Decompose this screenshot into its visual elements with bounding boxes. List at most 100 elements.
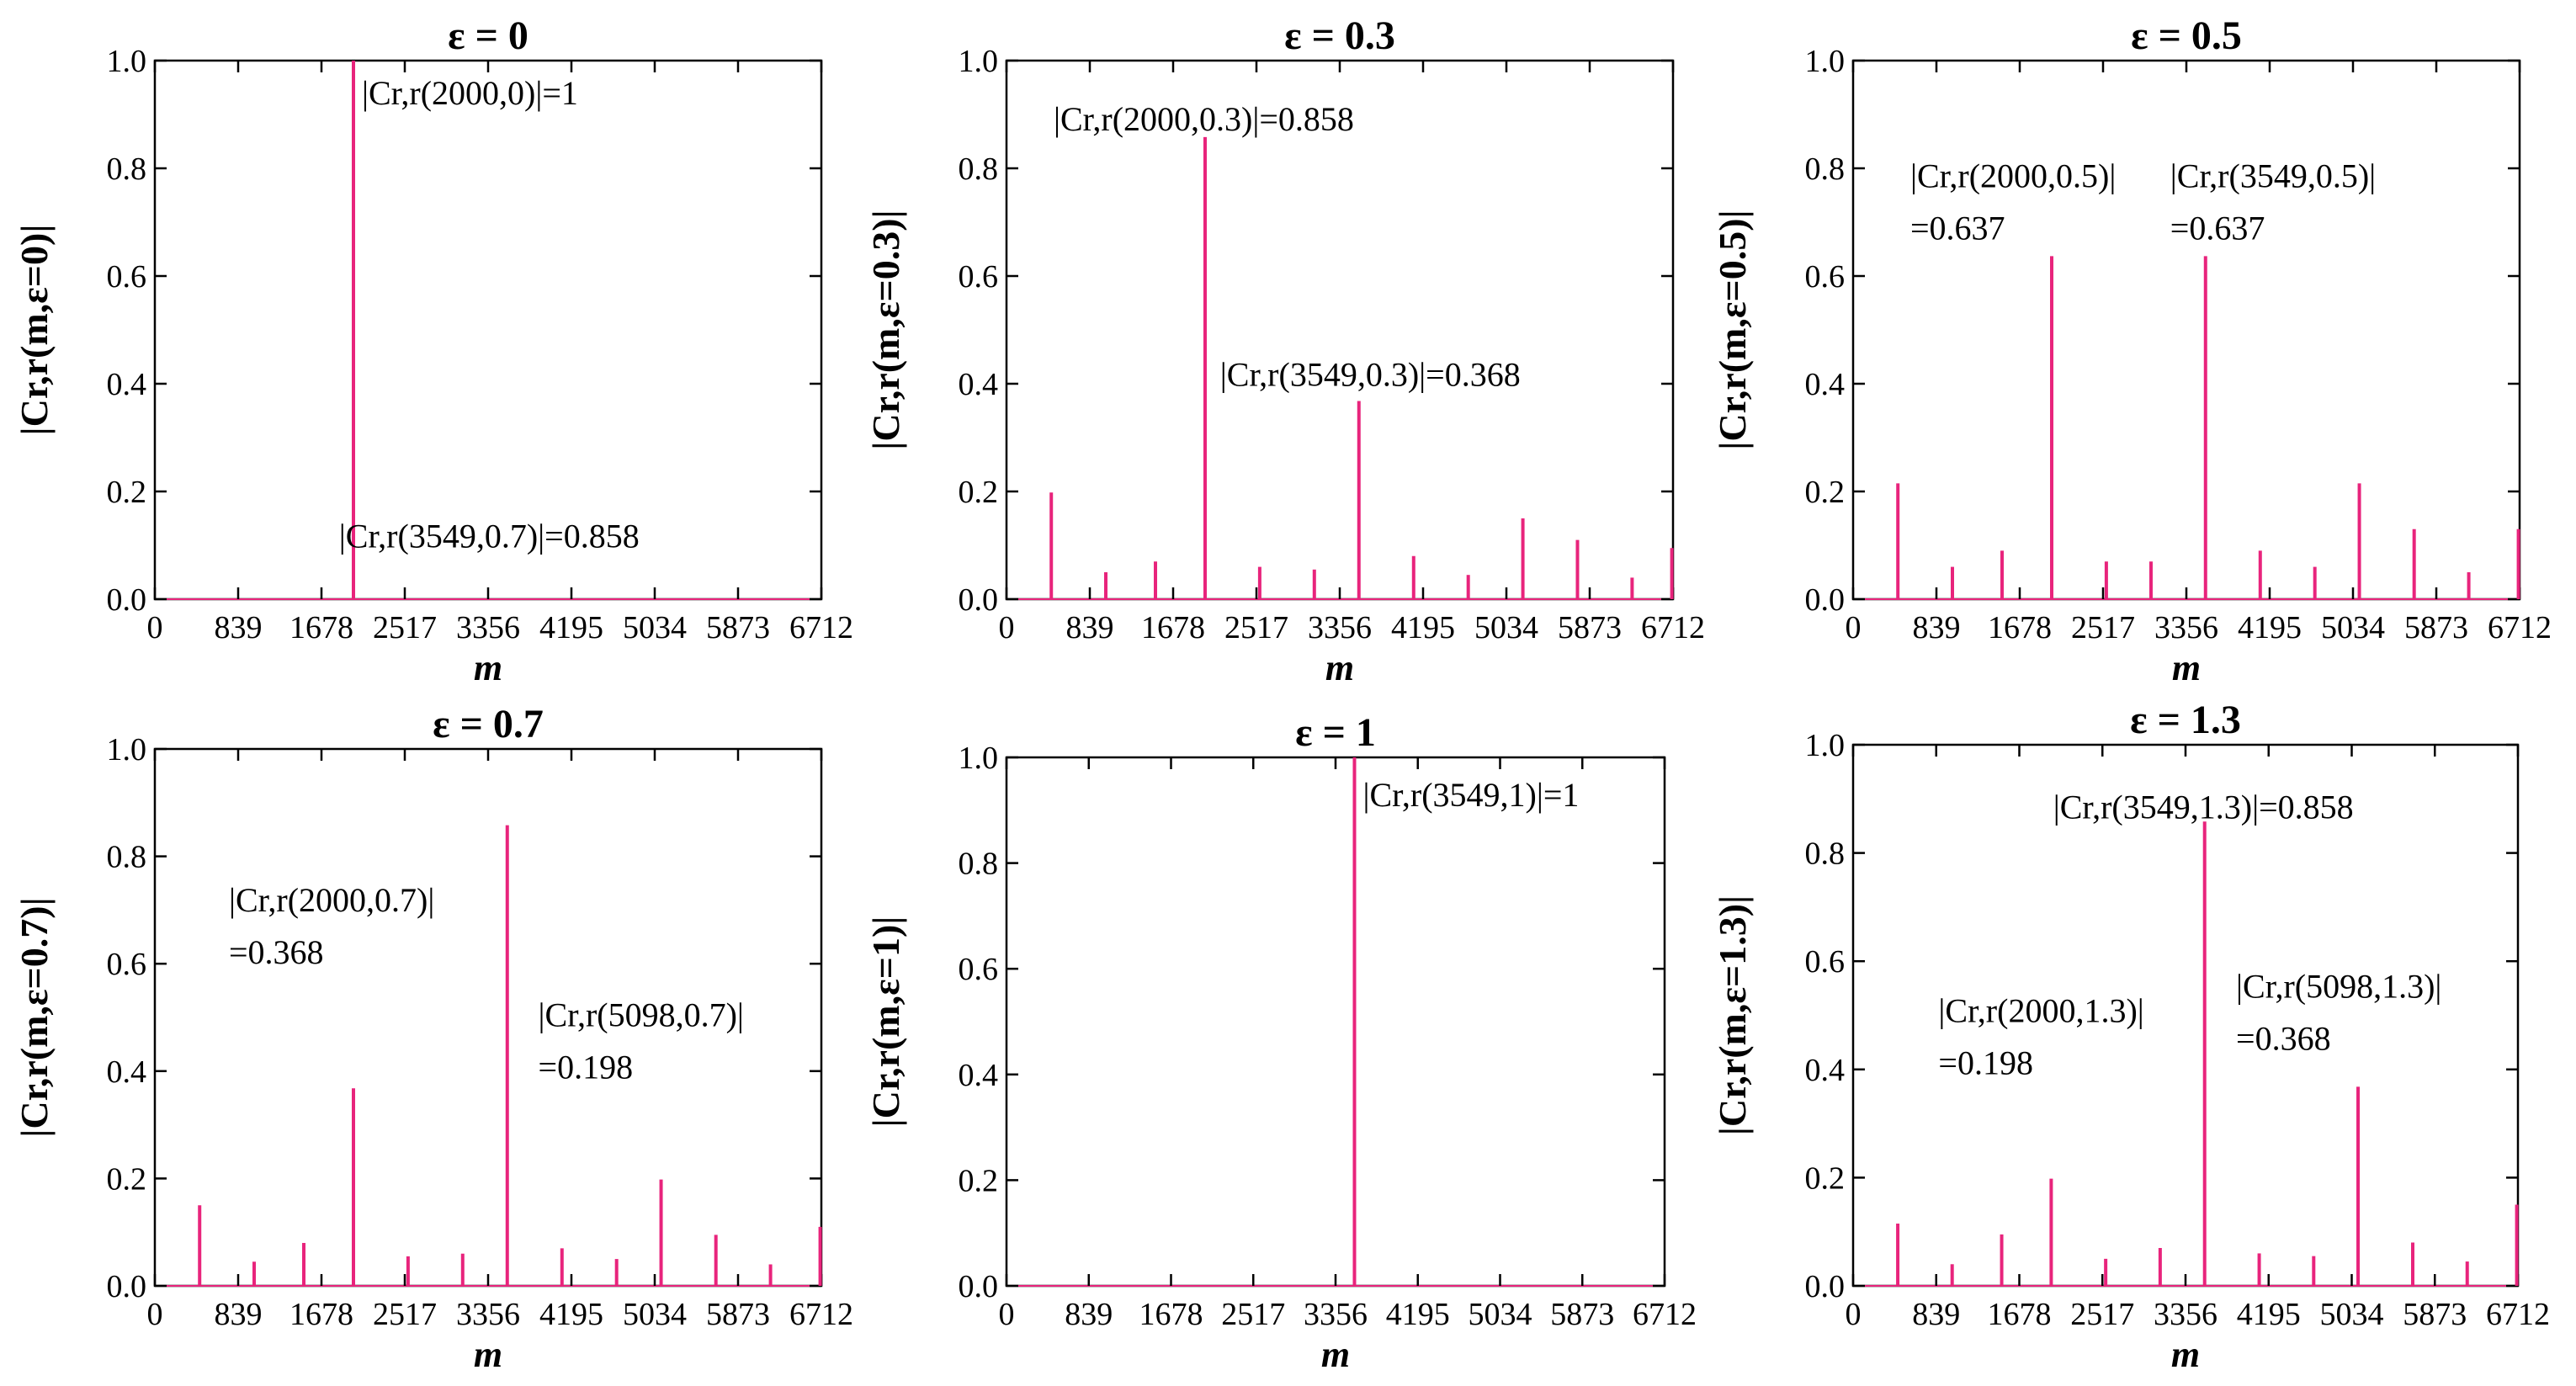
- y-tick-label: 0.4: [107, 1054, 147, 1090]
- x-tick-label: 839: [1065, 1297, 1113, 1332]
- chart-panel-5: 0.0 0.2 0.4 0.6 0.8 1.0 0 839 1678 2517 3356 4195 50…: [864, 710, 1697, 1375]
- x-tick-label: 5034: [2320, 1297, 2384, 1332]
- x-tick-label: 5873: [1558, 610, 1622, 645]
- chart-panel-1: 0.0 0.2 0.4 0.6 0.8 1.0 0 839 1678 2517 3356 4195 50…: [13, 13, 853, 688]
- x-tick-label: 3356: [1304, 1297, 1368, 1332]
- x-tick-label: 2517: [373, 1297, 437, 1332]
- chart-panel-3: 0.0 0.2 0.4 0.6 0.8 1.0 0 839 1678 2517 3356 4195 50…: [1711, 13, 2552, 688]
- y-tick-label: 0.6: [107, 259, 147, 295]
- x-tick-label: 0: [999, 1297, 1015, 1332]
- x-tick-label: 6712: [1641, 610, 1705, 645]
- x-tick-label: 4195: [1386, 1297, 1450, 1332]
- x-tick-label: 1678: [289, 1297, 353, 1332]
- y-tick-label: 0.6: [959, 259, 999, 295]
- x-tick-label: 5034: [623, 1297, 687, 1332]
- y-tick-label: 0.0: [1805, 582, 1846, 618]
- chart-panel-6: 0.0 0.2 0.4 0.6 0.8 1.0 0 839 1678 2517 3356 4195 50…: [1711, 698, 2550, 1375]
- x-tick-label: 839: [215, 610, 263, 645]
- x-tick-label: 5873: [2404, 610, 2468, 645]
- x-tick-label: 6712: [789, 1297, 853, 1332]
- x-tick-label: 4195: [2237, 1297, 2301, 1332]
- y-tick-label: 0.6: [1805, 944, 1846, 980]
- annotation-line: |Cr,r(3549,1)|=1: [1362, 776, 1579, 814]
- y-tick-label: 0.4: [1805, 1053, 1846, 1088]
- y-tick-label: 0.2: [959, 475, 999, 510]
- x-tick-label: 1678: [1141, 610, 1205, 645]
- x-tick-label: 839: [1066, 610, 1114, 645]
- y-tick-label: 0.6: [107, 947, 147, 982]
- y-tick-label: 0.2: [959, 1163, 999, 1198]
- x-tick-label: 2517: [1224, 610, 1288, 645]
- y-tick-label: 0.8: [107, 840, 147, 875]
- y-axis-label: |Cr,r(m,ε=1.3)|: [1711, 895, 1754, 1135]
- x-tick-label: 4195: [1391, 610, 1455, 645]
- x-tick-label: 5034: [2321, 610, 2385, 645]
- annotation-line: |Cr,r(5098,0.7)|: [539, 996, 744, 1034]
- x-tick-label: 4195: [539, 610, 603, 645]
- y-tick-label: 0.2: [107, 475, 147, 510]
- y-tick-label: 0.8: [959, 847, 999, 882]
- x-tick-label: 6712: [789, 610, 853, 645]
- x-tick-label: 4195: [2238, 610, 2302, 645]
- x-tick-label: 3356: [456, 1297, 520, 1332]
- annotation-line: =0.637: [2170, 209, 2265, 247]
- x-axis-label: m: [2172, 647, 2201, 688]
- y-axis-label: |Cr,r(m,ε=0.3)|: [864, 210, 907, 449]
- y-tick-label: 0.0: [107, 1269, 147, 1304]
- x-axis-label: m: [474, 1334, 502, 1375]
- annotation: |Cr,r(2000,0.5)| =0.637: [1910, 157, 2116, 247]
- x-axis-label: m: [2171, 1334, 2200, 1375]
- y-tick-label: 0.2: [1805, 1160, 1846, 1196]
- annotation: |Cr,r(2000,0.3)|=0.858: [1054, 100, 1354, 138]
- y-axis-label: |Cr,r(m,ε=0.7)|: [13, 897, 56, 1137]
- annotation-line: |Cr,r(2000,1.3)|: [1938, 992, 2143, 1030]
- annotation-line: |Cr,r(3549,0.5)|: [2170, 157, 2376, 194]
- x-tick-label: 839: [215, 1297, 263, 1332]
- x-tick-label: 3356: [2154, 1297, 2217, 1332]
- y-tick-label: 0.0: [107, 582, 147, 618]
- annotation-line: =0.368: [229, 933, 324, 971]
- x-tick-label: 3356: [2154, 610, 2218, 645]
- y-tick-label: 1.0: [107, 44, 147, 79]
- annotation-line: =0.368: [2236, 1019, 2331, 1057]
- y-tick-label: 1.0: [959, 741, 999, 776]
- chart-panel-2: 0.0 0.2 0.4 0.6 0.8 1.0 0 839 1678 2517 3356 4195 50…: [864, 13, 1705, 688]
- annotation-line: |Cr,r(3549,0.3)|=0.368: [1220, 355, 1521, 393]
- x-tick-label: 3356: [456, 610, 520, 645]
- x-tick-label: 6712: [2486, 1297, 2550, 1332]
- y-tick-label: 0.6: [1805, 259, 1846, 295]
- annotation-line: =0.198: [539, 1049, 634, 1086]
- y-tick-label: 0.4: [107, 367, 147, 402]
- annotation: |Cr,r(2000,1.3)| =0.198: [1938, 992, 2143, 1082]
- x-tick-label: 0: [1846, 1297, 1862, 1332]
- y-tick-label: 0.4: [1805, 367, 1846, 402]
- annotation: |Cr,r(5098,0.7)| =0.198: [539, 996, 744, 1086]
- y-axis-label: |Cr,r(m,ε=0.5)|: [1711, 210, 1754, 449]
- x-tick-label: 5873: [706, 1297, 770, 1332]
- chart-panel-4: 0.0 0.2 0.4 0.6 0.8 1.0 0 839 1678 2517 3356 4195 50…: [13, 518, 853, 1375]
- x-tick-label: 5873: [2403, 1297, 2467, 1332]
- x-tick-label: 0: [147, 610, 163, 645]
- annotation-line: |Cr,r(2000,0.7)|: [229, 881, 434, 919]
- chart-title: ε = 0.3: [1284, 13, 1395, 58]
- y-tick-label: 0.0: [959, 582, 999, 618]
- annotation-line: =0.198: [1938, 1044, 2033, 1082]
- chart-title: ε = 1: [1295, 710, 1376, 755]
- annotation-line: |Cr,r(2000,0.3)|=0.858: [1054, 100, 1354, 138]
- plot-frame: [1005, 756, 1666, 1288]
- annotation: |Cr,r(3549,0.5)| =0.637: [2170, 157, 2376, 247]
- y-tick-label: 0.2: [107, 1161, 147, 1197]
- x-tick-label: 3356: [1308, 610, 1372, 645]
- x-axis-label: m: [474, 647, 502, 688]
- y-tick-label: 0.8: [1805, 836, 1846, 872]
- x-tick-label: 4195: [539, 1297, 603, 1332]
- y-tick-label: 0.4: [959, 367, 999, 402]
- y-axis-label: |Cr,r(m,ε=0)|: [13, 225, 56, 436]
- annotation-line: |Cr,r(2000,0.5)|: [1910, 157, 2116, 194]
- y-tick-label: 1.0: [107, 732, 147, 767]
- x-tick-label: 2517: [2071, 610, 2135, 645]
- y-tick-label: 0.8: [107, 151, 147, 187]
- x-tick-label: 0: [147, 1297, 163, 1332]
- annotation-line: =0.637: [1910, 209, 2005, 247]
